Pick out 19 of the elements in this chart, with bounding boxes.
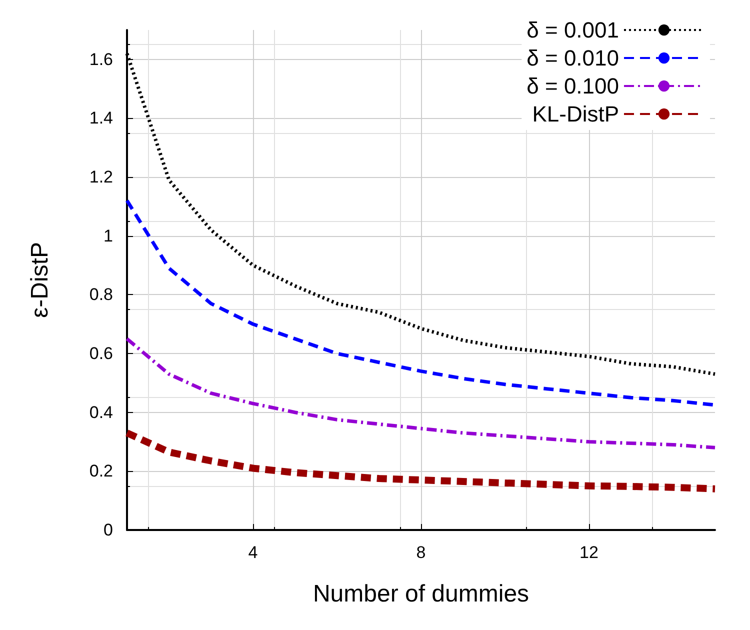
x-axis-title: Number of dummies bbox=[312, 580, 530, 608]
x-tick-label: 4 bbox=[248, 543, 258, 562]
y-tick-label: 0.2 bbox=[89, 462, 113, 481]
y-tick-label: 0.6 bbox=[89, 344, 113, 364]
y-axis-title: ε-DistP bbox=[26, 242, 54, 318]
y-tick-label: 0 bbox=[104, 520, 113, 540]
x-tick-label: 8 bbox=[416, 543, 426, 562]
x-tick-label: 12 bbox=[580, 543, 598, 562]
legend-label: δ = 0.010 bbox=[526, 46, 619, 70]
y-tick-label: 0.8 bbox=[89, 285, 113, 304]
y-tick-label: 1.4 bbox=[89, 108, 113, 128]
line-series bbox=[125, 337, 717, 450]
y-tick-label: 1.2 bbox=[89, 168, 113, 187]
legend-label: δ = 0.100 bbox=[526, 74, 619, 98]
y-tick-label: 1 bbox=[104, 226, 113, 246]
legend-label: δ = 0.001 bbox=[526, 18, 619, 42]
y-tick-label: 1.6 bbox=[89, 50, 113, 69]
legend-label: KL-DistP bbox=[532, 102, 619, 126]
y-tick-label: 0.4 bbox=[89, 402, 113, 422]
